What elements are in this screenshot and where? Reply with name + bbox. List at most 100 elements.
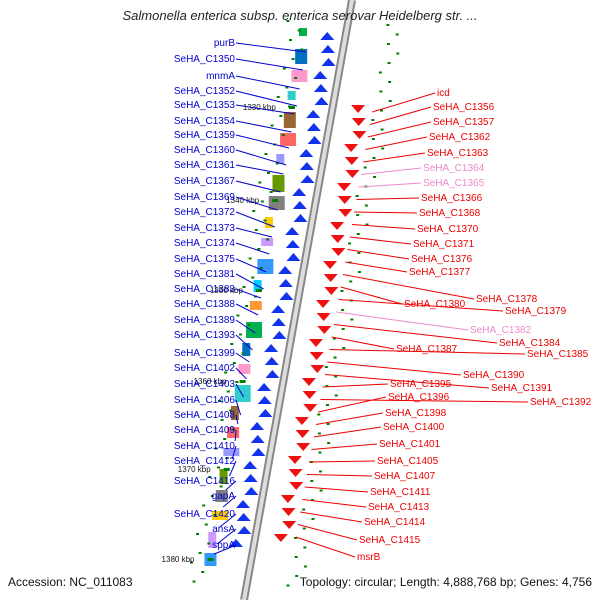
position-tick: [363, 166, 367, 169]
position-tick: [387, 62, 391, 64]
reverse-gene-arrow: [295, 430, 310, 438]
label-leader: [336, 311, 469, 331]
label-leader: [351, 224, 416, 230]
forward-gene-arrow: [228, 539, 243, 547]
gene-label-right: SeHA_C1370: [417, 224, 479, 235]
gene-block: [280, 133, 297, 146]
gene-block: [234, 385, 251, 402]
gene-label-right: SeHA_C1368: [419, 208, 481, 219]
position-tick: [264, 153, 268, 155]
position-tick: [380, 128, 384, 131]
label-leader: [354, 211, 418, 214]
gene-label-right: SeHA_C1376: [411, 254, 473, 265]
position-tick: [395, 33, 399, 36]
position-tick: [263, 219, 267, 222]
label-leader: [367, 121, 432, 138]
reverse-gene-arrow: [316, 300, 330, 308]
position-tick: [241, 352, 245, 355]
forward-gene-arrow: [279, 292, 294, 300]
label-leader: [235, 383, 244, 398]
position-tick: [379, 90, 383, 93]
label-leader: [225, 480, 237, 491]
position-tick: [356, 214, 360, 216]
position-tick: [371, 119, 375, 121]
position-tick: [286, 20, 290, 22]
forward-gene-arrow: [258, 409, 273, 417]
forward-gene-arrow: [278, 279, 293, 287]
position-tick: [204, 523, 208, 526]
forward-gene-arrow: [299, 162, 314, 170]
position-tick: [247, 324, 251, 326]
gene-label-left: gapA: [212, 491, 236, 502]
label-leader: [219, 513, 237, 528]
position-tick: [334, 375, 338, 378]
position-tick: [324, 366, 328, 368]
label-leader: [235, 352, 250, 363]
forward-gene-arrow: [243, 474, 258, 482]
reverse-gene-arrow: [273, 534, 288, 542]
gene-label-right: SeHA_C1371: [413, 239, 475, 250]
reverse-gene-arrow: [282, 521, 297, 529]
gene-block: [249, 301, 262, 310]
kbp-tick: [272, 199, 279, 202]
gene-label-left: SeHA_C1409: [174, 425, 236, 436]
label-leader: [322, 383, 389, 388]
gene-label-left: SeHA_C1359: [174, 130, 236, 141]
position-tick: [317, 432, 321, 435]
gene-label-left: SeHA_C1383: [174, 284, 236, 295]
gene-label-right: SeHA_C1411: [370, 487, 431, 498]
label-leader: [235, 164, 284, 175]
gene-block: [230, 406, 239, 420]
label-leader: [320, 399, 529, 403]
reverse-gene-arrow: [330, 235, 345, 243]
gene-label-right: SeHA_C1395: [390, 379, 452, 390]
position-tick: [235, 381, 239, 383]
label-leader: [365, 136, 428, 150]
reverse-gene-arrow: [294, 417, 309, 425]
gene-block: [291, 70, 308, 82]
position-tick: [230, 343, 234, 345]
position-tick: [270, 124, 274, 127]
label-leader: [235, 288, 262, 299]
gene-label-right: SeHA_C1364: [423, 163, 485, 174]
label-leader: [235, 227, 273, 238]
reverse-gene-arrow: [323, 261, 338, 269]
position-tick: [260, 200, 264, 203]
position-tick: [224, 371, 228, 374]
gene-label-left: SeHA_C1399: [174, 348, 236, 359]
label-leader: [331, 336, 395, 350]
reverse-gene-arrow: [344, 157, 359, 165]
position-tick: [378, 71, 382, 74]
reverse-gene-arrow: [337, 183, 352, 191]
topology-label: Topology: circular; Length: 4,888,768 bp…: [299, 575, 592, 589]
position-tick: [357, 271, 361, 273]
position-tick: [223, 438, 227, 440]
label-leader: [333, 324, 498, 344]
gene-label-right: SeHA_C1413: [368, 502, 430, 513]
label-leader: [235, 334, 253, 351]
gene-label-left: SeHA_C1367: [174, 176, 236, 187]
reverse-gene-arrow: [344, 144, 359, 152]
reverse-gene-arrow: [317, 326, 332, 334]
position-tick: [192, 580, 196, 583]
position-tick: [365, 223, 369, 226]
position-tick: [207, 542, 211, 545]
label-leader: [363, 152, 426, 163]
label-leader: [347, 249, 410, 260]
position-tick: [258, 181, 262, 184]
kbp-marker: 1340 kbp: [226, 196, 259, 205]
gene-label-right: SeHA_C1384: [499, 338, 561, 349]
position-tick: [213, 514, 217, 516]
gene-label-left: SeHA_C1388: [174, 299, 236, 310]
gene-label-right: SeHA_C1407: [374, 471, 436, 482]
kbp-marker: 1370 kbp: [178, 465, 211, 474]
reverse-gene-arrow: [301, 378, 316, 386]
gene-label-left: SeHA_C1354: [174, 116, 236, 127]
forward-gene-arrow: [243, 461, 258, 469]
position-tick: [311, 518, 315, 520]
forward-gene-arrow: [285, 227, 300, 235]
forward-gene-arrow: [236, 513, 251, 521]
gene-label-left: SeHA_C1353: [174, 100, 236, 111]
kbp-marker: 1350 kbp: [210, 286, 243, 295]
